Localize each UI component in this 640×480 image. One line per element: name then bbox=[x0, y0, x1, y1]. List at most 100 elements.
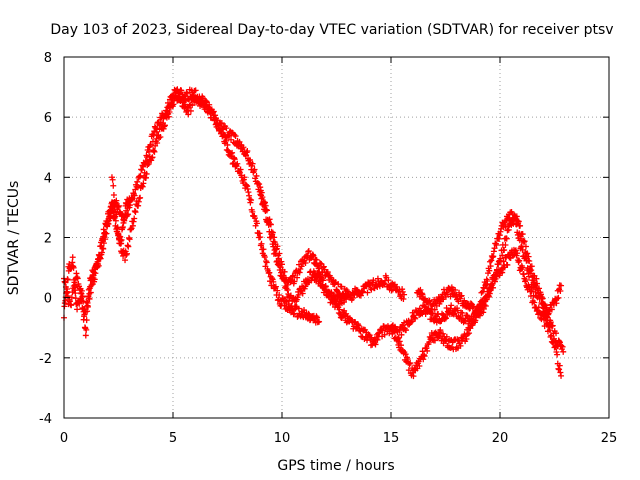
data-point bbox=[412, 315, 419, 322]
data-point bbox=[539, 295, 546, 302]
x-tick-label: 0 bbox=[60, 431, 68, 446]
data-point bbox=[104, 218, 111, 225]
y-tick-label: 6 bbox=[44, 111, 52, 126]
data-point bbox=[411, 366, 418, 373]
series-6 bbox=[414, 212, 565, 319]
data-point bbox=[422, 304, 429, 311]
data-point bbox=[537, 314, 544, 321]
data-point bbox=[517, 222, 524, 229]
data-point bbox=[482, 302, 489, 309]
data-point bbox=[553, 330, 560, 337]
data-point bbox=[136, 173, 143, 180]
data-point bbox=[558, 282, 565, 289]
data-point bbox=[79, 293, 86, 300]
data-point bbox=[78, 287, 85, 294]
data-point bbox=[110, 182, 117, 189]
data-point bbox=[154, 140, 161, 147]
data-point bbox=[548, 306, 555, 313]
data-point bbox=[260, 246, 267, 253]
y-tick-label: 2 bbox=[44, 232, 52, 247]
data-point bbox=[110, 192, 117, 199]
data-point bbox=[256, 181, 263, 188]
data-point bbox=[357, 292, 364, 299]
data-point bbox=[305, 248, 312, 255]
data-point bbox=[496, 235, 503, 242]
data-point bbox=[325, 288, 332, 295]
data-point bbox=[482, 297, 489, 304]
data-point bbox=[535, 304, 542, 311]
data-point bbox=[272, 250, 279, 257]
data-point bbox=[129, 222, 136, 229]
data-point bbox=[126, 236, 133, 243]
data-point bbox=[552, 343, 559, 350]
y-axis-label: SDTVAR / TECUs bbox=[6, 181, 22, 296]
data-point bbox=[410, 373, 417, 380]
data-point bbox=[144, 162, 151, 169]
data-point bbox=[126, 195, 133, 202]
data-point bbox=[68, 302, 75, 309]
data-point bbox=[295, 291, 302, 298]
data-point bbox=[185, 111, 192, 118]
data-point bbox=[488, 281, 495, 288]
data-point bbox=[447, 293, 454, 300]
data-point bbox=[187, 107, 194, 114]
data-point bbox=[84, 303, 91, 310]
data-point bbox=[256, 230, 263, 237]
data-point bbox=[108, 199, 115, 206]
data-point bbox=[486, 258, 493, 265]
data-point bbox=[106, 213, 113, 220]
data-point bbox=[284, 286, 291, 293]
data-point bbox=[248, 197, 255, 204]
data-point bbox=[253, 172, 260, 179]
data-point bbox=[268, 282, 275, 289]
data-point bbox=[442, 314, 449, 321]
data-point bbox=[333, 298, 340, 305]
data-point bbox=[207, 105, 214, 112]
data-point bbox=[314, 270, 321, 277]
data-point bbox=[189, 102, 196, 109]
data-point bbox=[490, 253, 497, 260]
data-point bbox=[402, 351, 409, 358]
data-point bbox=[331, 279, 338, 286]
data-point bbox=[516, 257, 523, 264]
data-point bbox=[508, 220, 515, 227]
data-point bbox=[192, 87, 199, 94]
data-point bbox=[398, 342, 405, 349]
data-point bbox=[555, 294, 562, 301]
data-point bbox=[302, 283, 309, 290]
data-point bbox=[86, 285, 93, 292]
data-point bbox=[231, 156, 238, 163]
data-point bbox=[236, 138, 243, 145]
data-point bbox=[291, 310, 298, 317]
data-point bbox=[546, 327, 553, 334]
data-point bbox=[399, 288, 406, 295]
data-point bbox=[184, 90, 191, 97]
data-point bbox=[423, 344, 430, 351]
data-point bbox=[516, 237, 523, 244]
data-point bbox=[459, 310, 466, 317]
data-point bbox=[396, 338, 403, 345]
data-point bbox=[241, 174, 248, 181]
data-point bbox=[253, 220, 260, 227]
data-point bbox=[124, 242, 131, 249]
data-point bbox=[420, 356, 427, 363]
data-point bbox=[125, 234, 132, 241]
data-point bbox=[80, 298, 87, 305]
data-point bbox=[486, 290, 493, 297]
y-tick-label: 8 bbox=[44, 51, 52, 66]
data-point bbox=[203, 99, 210, 106]
data-point bbox=[74, 274, 81, 281]
data-point bbox=[98, 242, 105, 249]
x-tick-label: 5 bbox=[169, 431, 177, 446]
data-point bbox=[399, 322, 406, 329]
data-points bbox=[61, 86, 567, 380]
data-point bbox=[533, 275, 540, 282]
data-point bbox=[288, 303, 295, 310]
data-point bbox=[499, 269, 506, 276]
data-point bbox=[142, 174, 149, 181]
data-point bbox=[490, 248, 497, 255]
data-point bbox=[374, 336, 381, 343]
data-point bbox=[125, 243, 132, 250]
data-point bbox=[457, 342, 464, 349]
